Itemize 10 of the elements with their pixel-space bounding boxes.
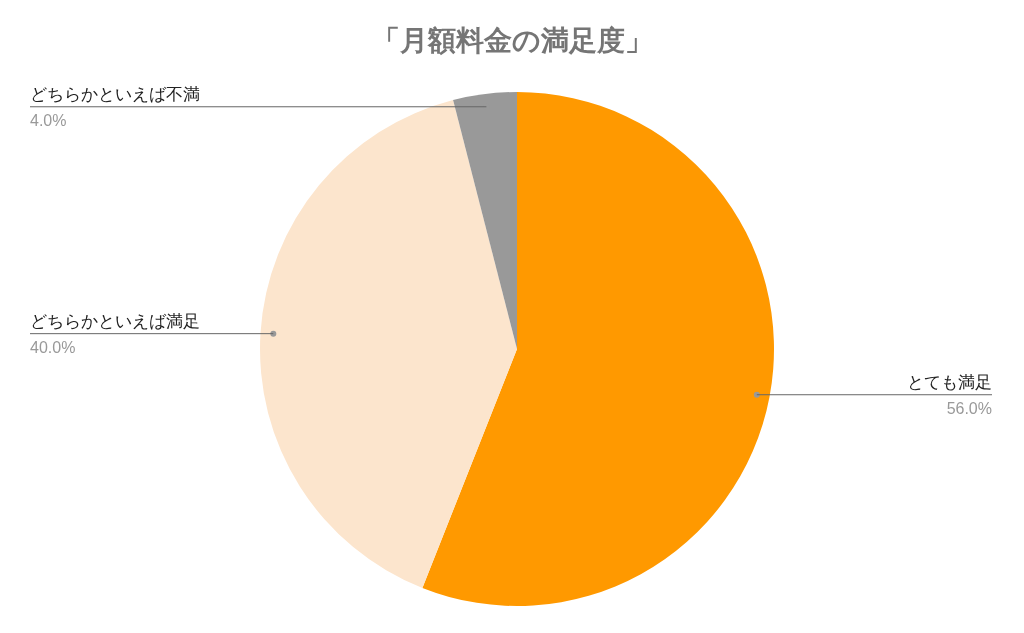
chart-title: 「月額料金の満足度」 (370, 23, 654, 59)
slice-label: どちらかといえば不満 (30, 83, 200, 104)
pie-slice (260, 100, 517, 588)
slice-label: とても満足 (907, 371, 992, 392)
data-label: 40.0% (30, 338, 76, 356)
pie-slice (453, 92, 517, 349)
data-label: 4.0% (30, 111, 67, 129)
data-label: 56.0% (946, 399, 992, 417)
pie-slice (422, 92, 774, 606)
slice-label: どちらかといえば満足 (30, 310, 200, 331)
